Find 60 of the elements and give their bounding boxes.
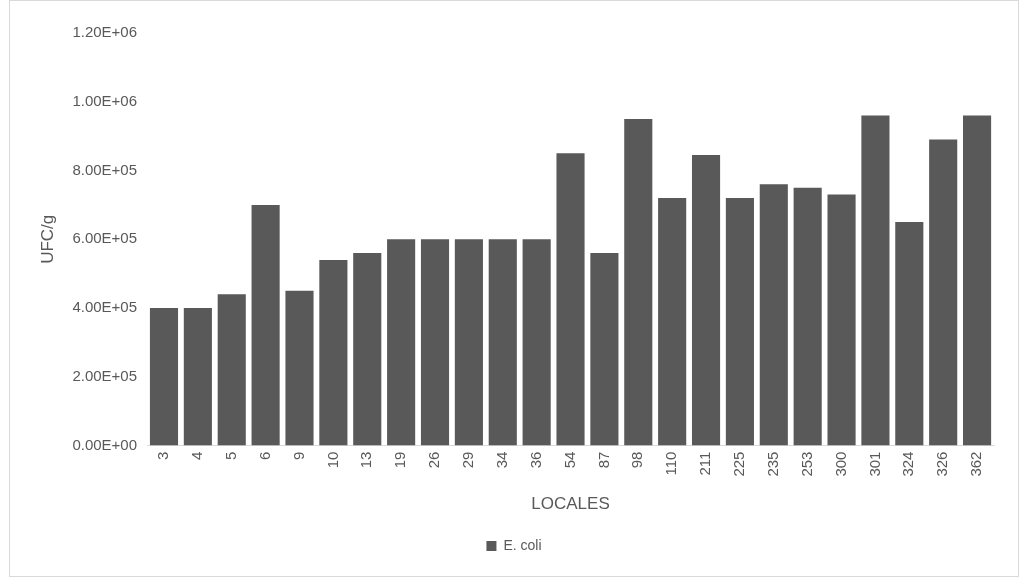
- y-axis-title: UFC/g: [37, 214, 57, 264]
- bar: [387, 239, 416, 446]
- x-tick-label: 362: [967, 451, 985, 477]
- x-tick-label: 54: [560, 451, 578, 469]
- y-tick-label: 6.00E+05: [72, 229, 138, 247]
- bar: [149, 308, 179, 446]
- x-tick-label: 36: [526, 451, 544, 469]
- bar: [353, 253, 382, 446]
- x-tick-label: 5: [221, 451, 239, 460]
- y-tick-label: 1.20E+06: [72, 23, 138, 41]
- x-tick-label: 6: [255, 451, 273, 460]
- bar: [183, 308, 212, 446]
- bar: [522, 239, 551, 446]
- bar: [691, 155, 721, 446]
- x-tick-label: 211: [696, 451, 714, 476]
- bar: [861, 115, 890, 446]
- x-tick-label: 26: [425, 451, 443, 469]
- y-tick-label: 1.00E+06: [72, 91, 138, 109]
- bar: [217, 294, 246, 446]
- bar: [658, 198, 687, 446]
- x-tick-label: 19: [391, 451, 409, 469]
- x-tick-label: 10: [323, 451, 341, 469]
- x-tick-label: 13: [357, 451, 375, 469]
- x-tick-label: 225: [730, 451, 748, 477]
- bar: [590, 253, 619, 446]
- x-tick-label: 110: [662, 451, 680, 476]
- x-tick-label: 34: [492, 451, 510, 469]
- y-tick-label: 0.00E+00: [72, 435, 138, 453]
- y-tick-label: 2.00E+05: [72, 366, 138, 384]
- bar: [319, 259, 348, 446]
- bar: [285, 290, 314, 446]
- bar: [827, 194, 856, 446]
- x-tick-label: 9: [289, 451, 307, 460]
- x-tick-label: 4: [188, 451, 205, 460]
- bar: [624, 118, 653, 446]
- bar: [929, 139, 958, 446]
- x-tick-label: 29: [459, 451, 477, 469]
- x-axis-title: LOCALES: [531, 494, 610, 514]
- y-tick-label: 4.00E+05: [72, 298, 138, 316]
- y-tick-label: 8.00E+05: [72, 160, 138, 178]
- x-tick-label: 3: [154, 451, 172, 460]
- bar: [556, 153, 585, 446]
- bar: [963, 115, 992, 446]
- x-tick-label: 326: [933, 451, 951, 477]
- bar: [793, 187, 822, 446]
- x-tick-label: 87: [594, 451, 612, 469]
- x-tick-label: 301: [865, 451, 883, 477]
- bar: [759, 184, 788, 446]
- bar: [454, 239, 483, 446]
- bar: [725, 198, 754, 446]
- x-tick-label: 324: [899, 451, 917, 477]
- x-tick-label: 235: [763, 451, 781, 477]
- bar: [895, 222, 924, 446]
- bar: [251, 204, 280, 446]
- x-tick-label: 253: [797, 451, 815, 477]
- bar: [488, 239, 517, 446]
- x-tick-label: 98: [628, 451, 646, 469]
- bar: [420, 239, 450, 446]
- x-tick-label: 300: [831, 451, 849, 477]
- legend-label: E. coli: [503, 536, 542, 553]
